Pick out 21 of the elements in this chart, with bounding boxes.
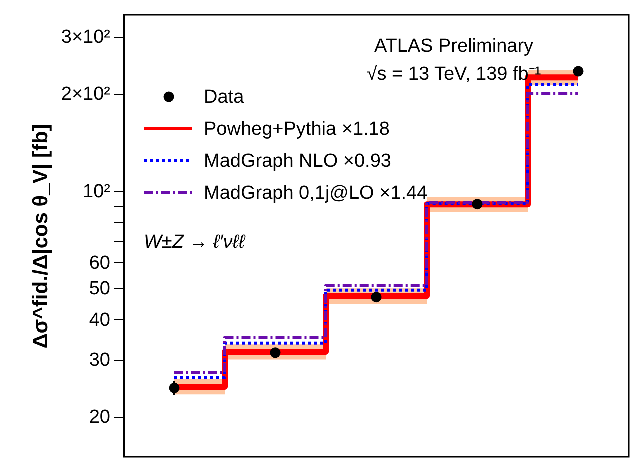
point	[270, 348, 281, 358]
point	[169, 382, 180, 394]
y-tick-label: 20	[89, 407, 110, 428]
y-axis-title: Δσ^fid./Δ|cos θ_V| [fb]	[29, 124, 52, 349]
legend-label: MadGraph 0,1j@LO ×1.44	[204, 183, 428, 204]
y-tick-label: 60	[89, 252, 110, 274]
legend-label: Powheg+Pythia ×1.18	[204, 119, 390, 140]
y-tick-label: 30	[89, 350, 110, 372]
legend-label: MadGraph NLO ×0.93	[204, 151, 392, 172]
point	[371, 292, 382, 303]
y-tick-label: 2×10²	[61, 84, 110, 106]
annotation: ATLAS Preliminary	[374, 36, 534, 57]
point	[573, 66, 584, 77]
y-tick-label: 10²	[83, 181, 110, 202]
annotation: √s = 13 TeV, 139 fb⁻¹	[366, 64, 542, 85]
legend-label: Data	[204, 87, 245, 108]
y-tick-label: 50	[89, 278, 110, 300]
y-tick-label: 40	[89, 310, 110, 331]
point	[472, 199, 483, 210]
annotation: W±Z → ℓ′νℓℓ	[144, 232, 246, 253]
y-tick-label: 3×10²	[61, 27, 110, 48]
